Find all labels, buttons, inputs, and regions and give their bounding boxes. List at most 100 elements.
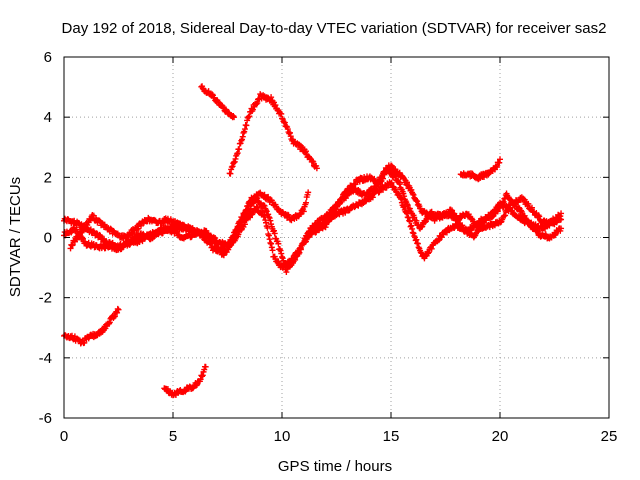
data-point — [284, 126, 291, 133]
data-point — [423, 209, 430, 216]
data-point — [292, 256, 299, 263]
data-point — [309, 158, 316, 165]
data-point — [414, 240, 421, 247]
data-point — [271, 227, 278, 234]
data-point — [231, 233, 238, 240]
data-point — [209, 237, 216, 244]
data-point — [342, 190, 349, 197]
data-point — [193, 381, 200, 388]
series-track-h — [161, 363, 209, 399]
data-point — [406, 205, 413, 212]
data-point — [408, 222, 415, 229]
data-point — [305, 189, 312, 196]
data-point — [254, 99, 261, 106]
data-point — [236, 146, 243, 153]
data-point — [253, 100, 260, 107]
data-point — [402, 197, 409, 204]
data-point — [202, 363, 209, 370]
data-point — [275, 240, 282, 247]
data-point — [266, 236, 273, 243]
data-point — [300, 239, 307, 246]
data-point — [409, 190, 416, 197]
data-point — [518, 209, 525, 216]
data-point — [263, 219, 270, 226]
data-point — [265, 214, 272, 221]
data-point — [269, 247, 276, 254]
data-point — [247, 214, 254, 221]
data-point — [220, 246, 227, 253]
data-point — [100, 235, 107, 242]
data-point — [403, 201, 410, 208]
data-point — [80, 227, 87, 234]
data-point — [558, 216, 565, 223]
data-point — [106, 319, 113, 326]
data-point — [234, 150, 241, 157]
data-point — [247, 206, 254, 213]
data-point — [239, 133, 246, 140]
x-tick-label: 5 — [169, 428, 177, 445]
data-point — [232, 155, 239, 162]
data-point — [231, 158, 238, 165]
data-point — [68, 229, 75, 236]
data-point — [497, 156, 503, 163]
data-point — [265, 211, 272, 218]
y-axis-label: SDTVAR / TECUs — [7, 177, 24, 297]
data-point — [205, 88, 212, 95]
x-tick-label: 10 — [274, 428, 291, 445]
data-point — [411, 214, 418, 221]
data-point — [286, 129, 293, 136]
data-point — [182, 388, 189, 395]
series-track-d — [311, 162, 565, 236]
data-point — [135, 225, 142, 232]
data-point — [287, 133, 294, 140]
data-point — [228, 164, 235, 171]
data-point — [506, 205, 513, 212]
data-point — [151, 233, 158, 240]
data-point — [310, 158, 317, 165]
data-point — [231, 233, 238, 240]
chart-title: Day 192 of 2018, Sidereal Day-to-day VTE… — [62, 20, 607, 37]
data-point — [558, 210, 565, 217]
data-point — [228, 239, 235, 246]
data-point — [525, 200, 532, 207]
data-point — [322, 224, 329, 231]
data-point — [268, 94, 275, 101]
data-point — [263, 207, 270, 214]
data-point — [428, 245, 435, 252]
data-point — [409, 229, 416, 236]
data-point — [265, 193, 272, 200]
data-point — [281, 119, 288, 126]
axes: 0 5 10 15 20 25 -6 -4 -2 0 2 4 6 — [39, 49, 618, 445]
data-point — [268, 240, 275, 247]
data-point — [164, 385, 171, 392]
data-point — [396, 169, 403, 176]
data-point — [302, 199, 309, 206]
data-point — [302, 236, 309, 243]
data-point — [241, 126, 248, 133]
data-point — [406, 218, 413, 225]
data-point — [300, 240, 307, 247]
data-point — [115, 306, 122, 313]
y-tick-label: -4 — [39, 350, 52, 367]
data-point — [410, 230, 417, 237]
data-point — [231, 114, 238, 121]
data-marks — [61, 83, 565, 399]
series-track-e — [198, 83, 238, 121]
data-point — [435, 237, 442, 244]
data-point — [272, 102, 279, 109]
data-point — [96, 231, 103, 238]
data-point — [496, 159, 503, 166]
data-point — [265, 232, 272, 239]
data-point — [239, 136, 246, 143]
data-point — [494, 208, 501, 215]
data-point — [425, 249, 432, 256]
data-point — [409, 225, 416, 232]
x-tick-label: 15 — [383, 428, 400, 445]
data-point — [381, 171, 388, 178]
y-tick-label: 0 — [44, 230, 52, 247]
data-point — [254, 205, 261, 212]
data-point — [479, 220, 486, 227]
data-point — [449, 207, 456, 214]
data-point — [425, 250, 432, 257]
